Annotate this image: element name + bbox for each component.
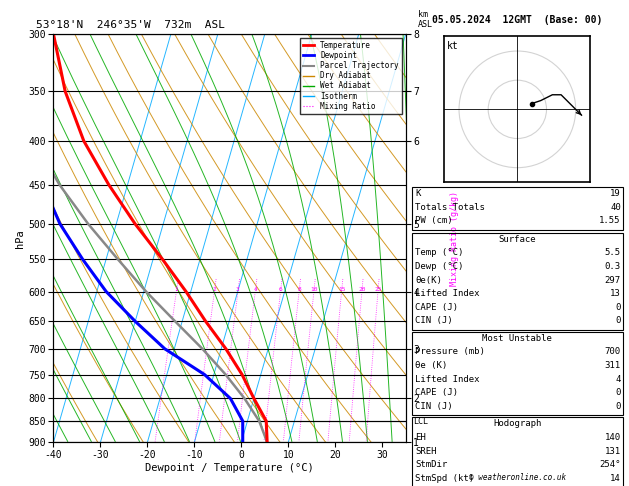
Text: 20: 20: [358, 287, 365, 292]
Text: Temp (°C): Temp (°C): [415, 248, 464, 258]
Text: 15: 15: [338, 287, 345, 292]
Text: 3: 3: [236, 287, 240, 292]
Text: km
ASL: km ASL: [418, 10, 433, 29]
Text: 0: 0: [615, 303, 621, 312]
Text: 25: 25: [374, 287, 382, 292]
Text: 13: 13: [610, 289, 621, 298]
Text: StmSpd (kt): StmSpd (kt): [415, 474, 474, 483]
Text: 19: 19: [610, 189, 621, 198]
Text: CIN (J): CIN (J): [415, 316, 453, 326]
Text: Pressure (mb): Pressure (mb): [415, 347, 485, 357]
Text: 140: 140: [604, 433, 621, 442]
Text: StmDir: StmDir: [415, 460, 447, 469]
Text: 1.55: 1.55: [599, 216, 621, 226]
Text: 0: 0: [615, 388, 621, 398]
Text: 4: 4: [253, 287, 257, 292]
Text: 1: 1: [174, 287, 178, 292]
Text: 8: 8: [298, 287, 301, 292]
Text: CAPE (J): CAPE (J): [415, 303, 458, 312]
Text: Surface: Surface: [499, 235, 536, 244]
Text: 311: 311: [604, 361, 621, 370]
Text: 05.05.2024  12GMT  (Base: 00): 05.05.2024 12GMT (Base: 00): [432, 15, 603, 25]
Text: 0.3: 0.3: [604, 262, 621, 271]
Text: 254°: 254°: [599, 460, 621, 469]
Y-axis label: hPa: hPa: [16, 229, 25, 247]
Text: θe(K): θe(K): [415, 276, 442, 285]
Text: CAPE (J): CAPE (J): [415, 388, 458, 398]
Text: 2: 2: [213, 287, 216, 292]
Text: EH: EH: [415, 433, 426, 442]
Text: Most Unstable: Most Unstable: [482, 334, 552, 343]
Text: Lifted Index: Lifted Index: [415, 289, 480, 298]
Text: 6: 6: [279, 287, 282, 292]
Text: 10: 10: [310, 287, 318, 292]
Text: 5.5: 5.5: [604, 248, 621, 258]
Text: SREH: SREH: [415, 447, 437, 456]
Text: LCL: LCL: [413, 417, 428, 426]
Text: 0: 0: [615, 316, 621, 326]
Text: 0: 0: [615, 402, 621, 411]
Text: Dewp (°C): Dewp (°C): [415, 262, 464, 271]
Text: CIN (J): CIN (J): [415, 402, 453, 411]
Text: 700: 700: [604, 347, 621, 357]
Text: K: K: [415, 189, 421, 198]
Text: Totals Totals: Totals Totals: [415, 203, 485, 212]
Text: kt: kt: [447, 41, 459, 51]
Text: 14: 14: [610, 474, 621, 483]
X-axis label: Dewpoint / Temperature (°C): Dewpoint / Temperature (°C): [145, 463, 314, 473]
Text: 53°18'N  246°35'W  732m  ASL: 53°18'N 246°35'W 732m ASL: [36, 20, 225, 31]
Text: Lifted Index: Lifted Index: [415, 375, 480, 384]
Text: 4: 4: [615, 375, 621, 384]
Text: PW (cm): PW (cm): [415, 216, 453, 226]
Text: 297: 297: [604, 276, 621, 285]
Text: 40: 40: [610, 203, 621, 212]
Text: © weatheronline.co.uk: © weatheronline.co.uk: [469, 473, 566, 482]
Text: Hodograph: Hodograph: [493, 419, 542, 429]
Text: 131: 131: [604, 447, 621, 456]
Text: θe (K): θe (K): [415, 361, 447, 370]
Legend: Temperature, Dewpoint, Parcel Trajectory, Dry Adiabat, Wet Adiabat, Isotherm, Mi: Temperature, Dewpoint, Parcel Trajectory…: [299, 38, 402, 114]
Text: Mixing Ratio (g/kg): Mixing Ratio (g/kg): [450, 191, 459, 286]
